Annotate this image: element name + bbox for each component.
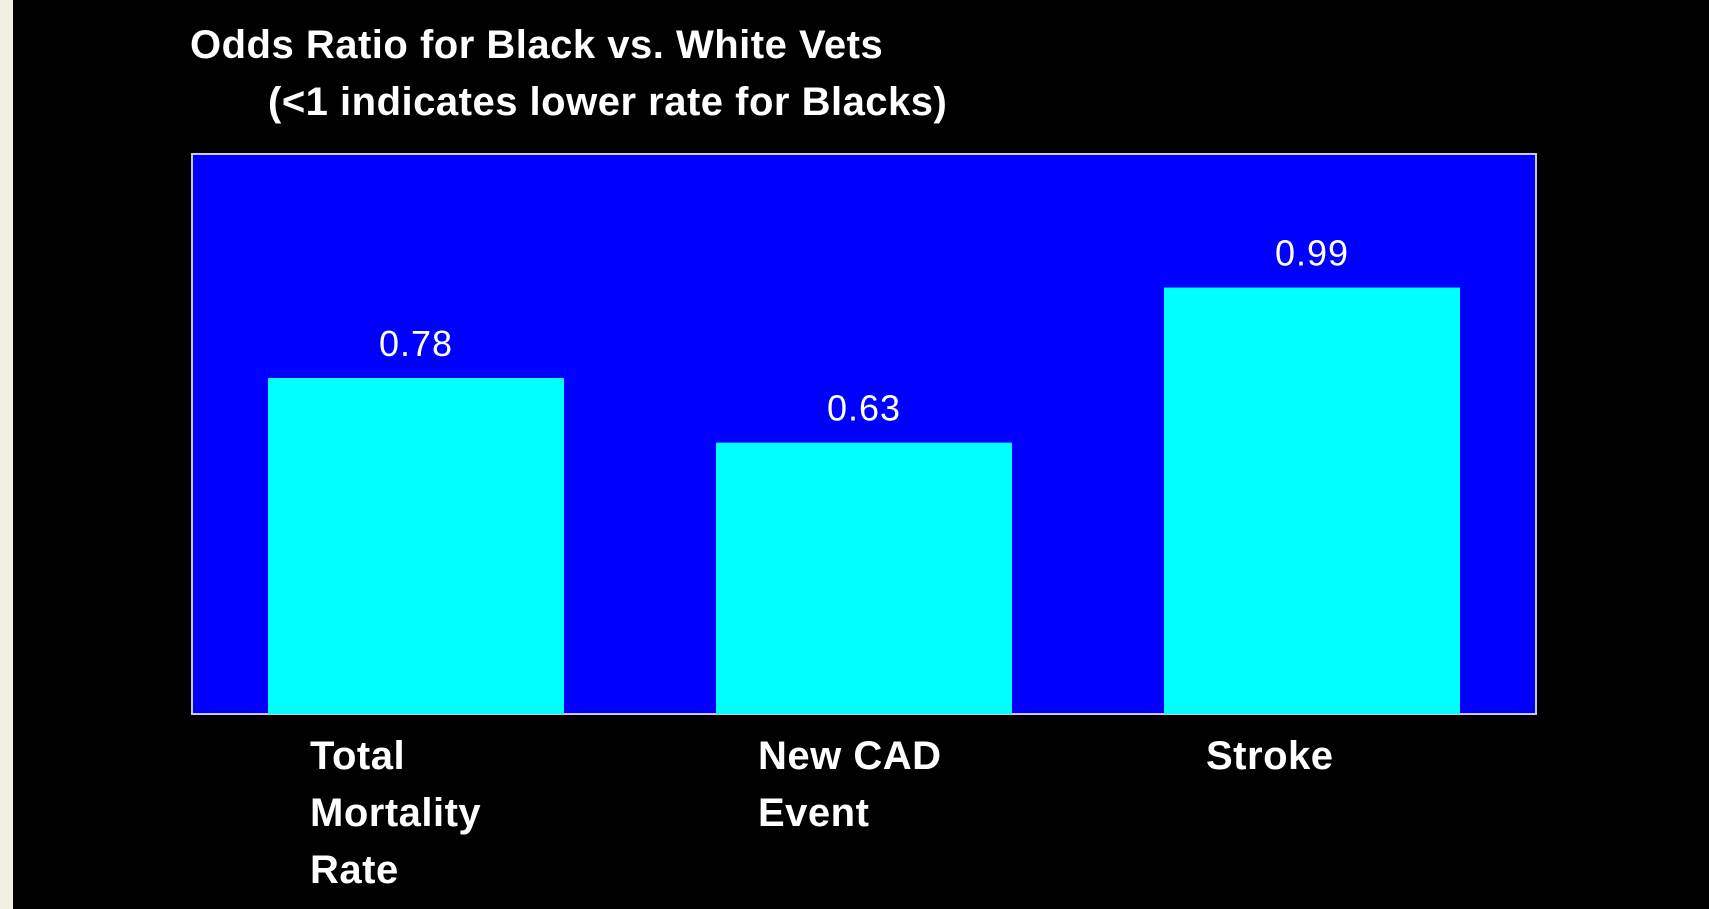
bar-2 <box>716 442 1012 714</box>
data-label-1: 0.78 <box>379 323 453 364</box>
bar-3 <box>1164 287 1460 714</box>
chart-subtitle: (<1 indicates lower rate for Blacks) <box>268 80 948 124</box>
data-label-3: 0.99 <box>1275 233 1349 274</box>
category-label-1: Total Mortality Rate <box>310 734 482 892</box>
category-label-2: New CAD Event <box>758 734 942 835</box>
bar-1 <box>268 378 564 714</box>
chart-title: Odds Ratio for Black vs. White Vets <box>190 23 884 67</box>
category-label-3: Stroke <box>1206 734 1334 778</box>
data-label-2: 0.63 <box>827 388 901 429</box>
left-edge-strip <box>0 0 13 909</box>
